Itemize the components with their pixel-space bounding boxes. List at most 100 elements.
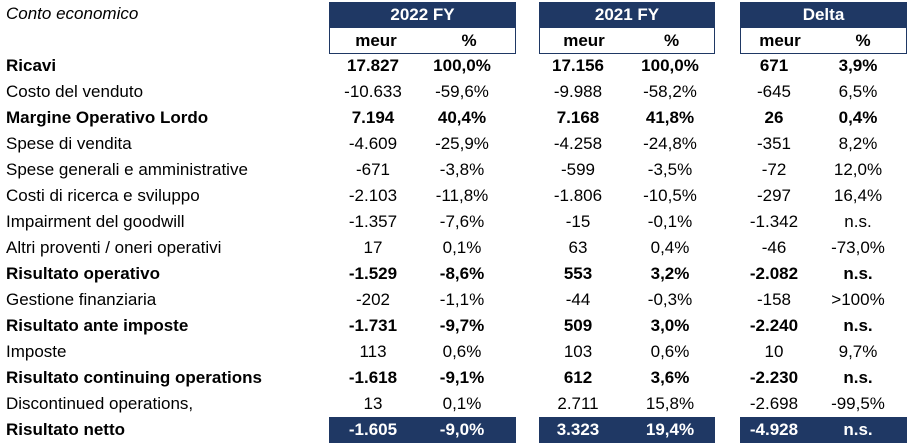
table-title: Conto economico [6, 4, 139, 23]
table-cell: 41,8% [645, 108, 695, 127]
table-row: Spese di vendita -4.609 -25,9% -4.258 -24,8%… [0, 131, 909, 157]
table-row: Risultato netto -1.605 -9,0% 3.323 19,4% -4.9… [0, 417, 909, 443]
table-cell: 16,4% [833, 186, 883, 205]
table-cell: -4.609 [348, 134, 398, 153]
table-cell: -1.529 [348, 264, 398, 283]
table-cell: n.s. [843, 420, 873, 439]
table-cell: -0,3% [647, 290, 693, 309]
table-cell: -24,8% [643, 134, 697, 153]
table-cell: -73,0% [831, 238, 885, 257]
table-cell: 8,2% [838, 134, 878, 153]
table-cell: -7,6% [439, 212, 485, 231]
row-label: Spese di vendita [6, 134, 132, 153]
table-cell: -9,1% [439, 368, 485, 387]
table-row: Costo del venduto -10.633 -59,6% -9.988 -58,… [0, 79, 909, 105]
table-cell: 7.168 [556, 108, 600, 127]
table-cell: 100,0% [433, 56, 491, 75]
table-cell: 12,0% [833, 160, 883, 179]
row-label: Impairment del goodwill [6, 212, 185, 231]
table-cell: 19,4% [645, 420, 695, 439]
table-cell: -44 [565, 290, 591, 309]
table-cell: -46 [761, 238, 787, 257]
table-cell: -3,5% [647, 160, 693, 179]
row-label: Costi di ricerca e sviluppo [6, 186, 200, 205]
table-cell: 3,2% [650, 264, 690, 283]
table-cell: -158 [756, 290, 792, 309]
subheader-delta: meur % [740, 28, 907, 54]
table-row: Risultato continuing operations -1.618 -9,… [0, 365, 909, 391]
table-row: Costi di ricerca e sviluppo -2.103 -11,8% -… [0, 183, 909, 209]
table-cell: 3.323 [556, 420, 600, 439]
subheader-percent: % [461, 31, 477, 50]
table-cell: -1.342 [749, 212, 799, 231]
table-cell: 15,8% [645, 394, 695, 413]
table-cell: -2.240 [749, 316, 799, 335]
table-cell: 9,7% [838, 342, 878, 361]
table-row: Ricavi 17.827 100,0% 17.156 100,0% 671 3,9% [0, 53, 909, 79]
header-2022-fy: 2022 FY [329, 2, 516, 28]
table-row: Gestione finanziaria -202 -1,1% -44 -0,3% -15… [0, 287, 909, 313]
table-cell: -4.928 [749, 420, 799, 439]
table-cell: n.s. [843, 368, 873, 387]
table-cell: -2.698 [749, 394, 799, 413]
table-cell: -2.082 [749, 264, 799, 283]
table-cell: -9,0% [439, 420, 485, 439]
table-cell: -9.988 [553, 82, 603, 101]
table-cell: -2.103 [348, 186, 398, 205]
table-cell: -3,8% [439, 160, 485, 179]
table-cell: n.s. [844, 212, 872, 231]
table-cell: -297 [756, 186, 792, 205]
row-label: Imposte [6, 342, 67, 361]
table-cell: 10 [764, 342, 784, 361]
row-label: Costo del venduto [6, 82, 144, 101]
band-2022 [329, 417, 516, 443]
table-cell: 671 [759, 56, 789, 75]
table-cell: -1.605 [348, 420, 398, 439]
table-cell: 17 [363, 238, 383, 257]
subheader-meur: meur [563, 31, 605, 50]
table-cell: 553 [563, 264, 593, 283]
table-cell: 17.156 [552, 56, 604, 75]
table-cell: -1,1% [439, 290, 485, 309]
table-cell: 3,0% [650, 316, 690, 335]
table-cell: -671 [355, 160, 391, 179]
row-label: Risultato continuing operations [6, 368, 262, 387]
table-cell: 2.711 [557, 394, 599, 413]
header-2021-fy: 2021 FY [539, 2, 715, 28]
table-cell: -0,1% [647, 212, 693, 231]
row-label: Gestione finanziaria [6, 290, 157, 309]
table-row: Imposte 113 0,6% 103 0,6% 10 9,7% [0, 339, 909, 365]
row-label: Risultato operativo [6, 264, 160, 283]
subheader-percent: % [855, 31, 871, 50]
net-result-band [0, 417, 909, 443]
table-row: Risultato operativo -1.529 -8,6% 553 3,2% -2.… [0, 261, 909, 287]
table-cell: 103 [563, 342, 593, 361]
table-cell: 7.194 [351, 108, 395, 127]
table-row: Margine Operativo Lordo 7.194 40,4% 7.168 41… [0, 105, 909, 131]
row-label: Ricavi [6, 56, 57, 75]
table-cell: 40,4% [437, 108, 487, 127]
table-cell: -1.731 [348, 316, 398, 335]
row-label: Risultato ante imposte [6, 316, 189, 335]
subheader-meur: meur [759, 31, 801, 50]
table-cell: 3,9% [838, 56, 878, 75]
table-cell: 113 [359, 342, 387, 361]
table-cell: >100% [831, 290, 885, 309]
table-cell: 13 [363, 394, 383, 413]
table-cell: -99,5% [831, 394, 885, 413]
table-cell: -15 [565, 212, 591, 231]
row-label: Altri proventi / oneri operativi [6, 238, 222, 257]
table-cell: -10.633 [344, 82, 402, 101]
table-cell: 0,1% [442, 238, 482, 257]
table-cell: -645 [756, 82, 792, 101]
table-cell: 612 [563, 368, 593, 387]
table-cell: -8,6% [439, 264, 485, 283]
table-cell: -1.806 [553, 186, 603, 205]
table-cell: -4.258 [553, 134, 603, 153]
table-cell: 3,6% [650, 368, 690, 387]
table-row: Risultato ante imposte -1.731 -9,7% 509 3,0%… [0, 313, 909, 339]
row-label: Discontinued operations, [6, 394, 194, 413]
table-cell: -1.618 [348, 368, 398, 387]
table-row: Altri proventi / oneri operativi 17 0,1% 63… [0, 235, 909, 261]
table-cell: -58,2% [643, 82, 697, 101]
